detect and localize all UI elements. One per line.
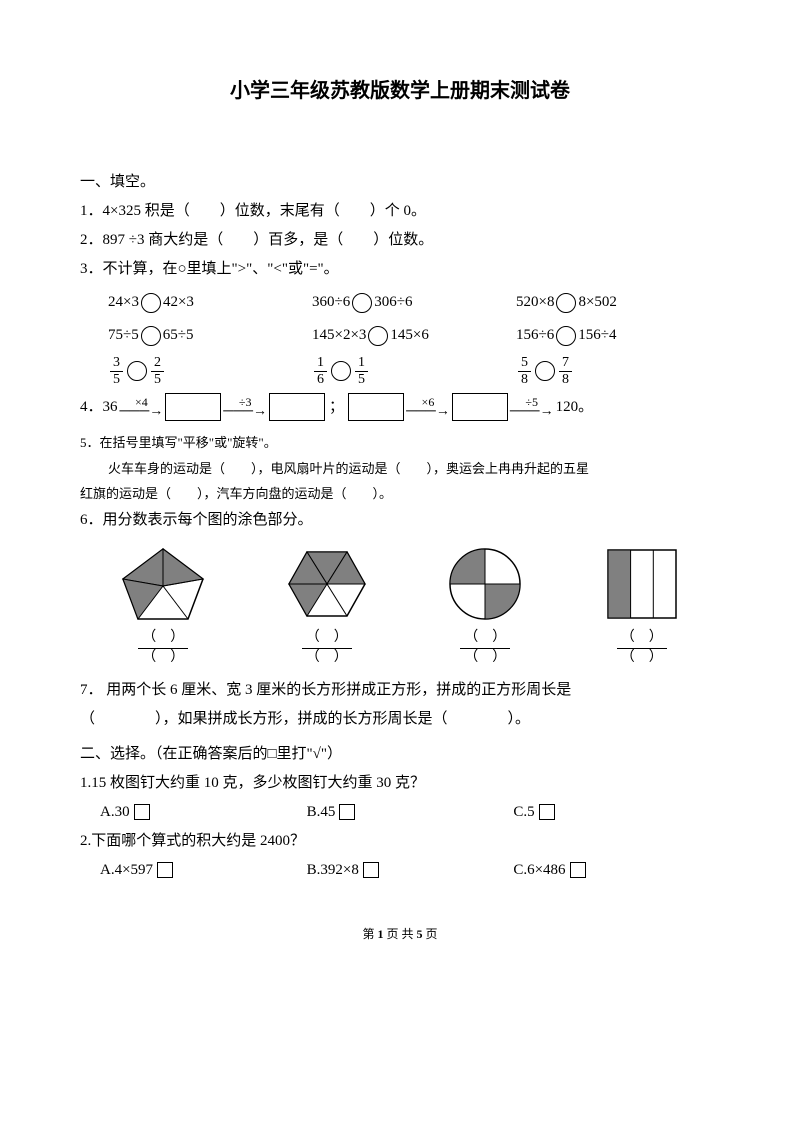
compare-circle[interactable]	[127, 361, 147, 381]
fraction-blank[interactable]: （ ）（ ）	[617, 629, 667, 666]
fraction: 35	[110, 355, 123, 387]
cmp-rhs: 145×6	[390, 322, 428, 349]
compare-circle[interactable]	[141, 326, 161, 346]
answer-box[interactable]	[348, 393, 404, 421]
answer-box[interactable]	[165, 393, 221, 421]
q4-tail: 120。	[556, 394, 594, 421]
cmp-lhs: 360÷6	[312, 289, 350, 316]
q6: 6．用分数表示每个图的涂色部分。	[80, 507, 720, 534]
fraction: 25	[151, 355, 164, 387]
checkbox[interactable]	[134, 804, 150, 820]
section-1-heading: 一、填空。	[80, 169, 720, 196]
checkbox[interactable]	[570, 862, 586, 878]
q5-lead: 5．在括号里填写"平移"或"旋转"。	[80, 431, 720, 454]
checkbox[interactable]	[363, 862, 379, 878]
hexagon-icon	[285, 544, 369, 624]
page-footer: 第 1 页 共 5 页	[80, 924, 720, 946]
compare-circle[interactable]	[352, 293, 372, 313]
cmp-rhs: 306÷6	[374, 289, 412, 316]
q7b: （ ），如果拼成长方形，拼成的长方形周长是（ ）。	[80, 706, 720, 733]
separator: ；	[329, 394, 344, 421]
cmp-rhs: 42×3	[163, 289, 194, 316]
q3: 3．不计算，在○里填上">"、"<"或"="。	[80, 256, 720, 283]
q1: 1．4×325 积是（ ）位数，末尾有（ ）个 0。	[80, 198, 720, 225]
fraction: 58	[518, 355, 531, 387]
s2-q2: 2.下面哪个算式的积大约是 2400？	[80, 828, 720, 855]
compare-row-1: 24×3 42×3 360÷6 306÷6 520×8 8×502	[108, 289, 720, 316]
answer-box[interactable]	[269, 393, 325, 421]
checkbox[interactable]	[157, 862, 173, 878]
cmp-rhs: 156÷4	[578, 322, 616, 349]
answer-box[interactable]	[452, 393, 508, 421]
compare-circle[interactable]	[331, 361, 351, 381]
cmp-lhs: 145×2×3	[312, 322, 366, 349]
cmp-lhs: 75÷5	[108, 322, 139, 349]
fraction-blank[interactable]: （ ）（ ）	[138, 629, 188, 666]
choice-c: C.5	[513, 804, 534, 820]
compare-circle[interactable]	[556, 293, 576, 313]
checkbox[interactable]	[339, 804, 355, 820]
cmp-rhs: 8×502	[578, 289, 616, 316]
fraction-blank[interactable]: （ ）（ ）	[302, 629, 352, 666]
cmp-lhs: 520×8	[516, 289, 554, 316]
choice-a: A.4×597	[100, 862, 153, 878]
compare-row-2: 75÷5 65÷5 145×2×3 145×6 156÷6 156÷4	[108, 322, 720, 349]
compare-circle[interactable]	[368, 326, 388, 346]
pentagon-icon	[118, 544, 208, 624]
cmp-lhs: 156÷6	[516, 322, 554, 349]
q7: 7． 用两个长 6 厘米、宽 3 厘米的长方形拼成正方形，拼成的正方形周长是	[80, 677, 720, 704]
q2: 2．897 ÷3 商大约是（ ）百多，是（ ）位数。	[80, 227, 720, 254]
cmp-lhs: 24×3	[108, 289, 139, 316]
arrow-icon: ÷5───→	[510, 396, 554, 419]
checkbox[interactable]	[539, 804, 555, 820]
q4: 4．36 ×4───→ ÷3───→ ； ×6───→ ÷5───→ 120。	[80, 393, 720, 421]
compare-row-3: 35 25 16 15 58 78	[108, 355, 720, 387]
fraction: 78	[559, 355, 572, 387]
choice-a: A.30	[100, 804, 130, 820]
choice-b: B.392×8	[307, 862, 359, 878]
choice-b: B.45	[307, 804, 336, 820]
fraction: 16	[314, 355, 327, 387]
compare-circle[interactable]	[141, 293, 161, 313]
arrow-icon: ×4───→	[120, 396, 164, 419]
q4-lead: 4．36	[80, 394, 118, 421]
fraction-blank[interactable]: （ ）（ ）	[460, 629, 510, 666]
arrow-icon: ÷3───→	[223, 396, 267, 419]
q5-body: 红旗的运动是（ ），汽车方向盘的运动是（ ）。	[80, 482, 720, 505]
compare-circle[interactable]	[556, 326, 576, 346]
cmp-rhs: 65÷5	[163, 322, 194, 349]
s2-q1: 1.15 枚图钉大约重 10 克，多少枚图钉大约重 30 克？	[80, 770, 720, 797]
q5-body: 火车车身的运动是（ ），电风扇叶片的运动是（ ），奥运会上冉冉升起的五星	[108, 457, 720, 480]
rectangle-thirds-icon	[602, 544, 682, 624]
compare-circle[interactable]	[535, 361, 555, 381]
page-title: 小学三年级苏教版数学上册期末测试卷	[80, 73, 720, 109]
circle-quarters-icon	[445, 544, 525, 624]
arrow-icon: ×6───→	[406, 396, 450, 419]
section-2-heading: 二、选择。（在正确答案后的□里打"√"）	[80, 741, 720, 768]
fraction: 15	[355, 355, 368, 387]
choice-c: C.6×486	[513, 862, 565, 878]
